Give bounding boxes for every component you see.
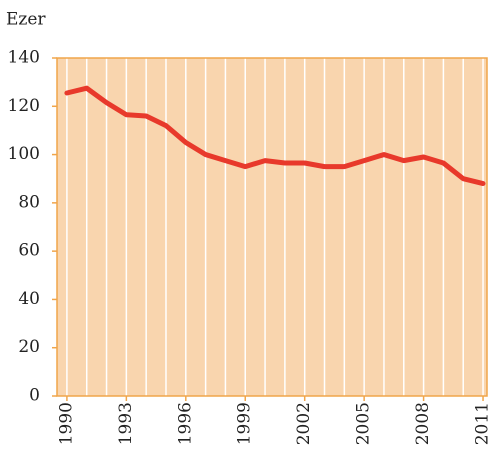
y-tick-label: 0: [29, 386, 40, 406]
x-tick-label: 1990: [56, 402, 76, 445]
data-line: [64, 85, 486, 187]
x-tick-label: 2005: [354, 402, 374, 445]
y-tick-label: 100: [8, 144, 40, 164]
x-tick-label: 1993: [116, 402, 136, 445]
y-tick-label: 80: [18, 192, 40, 212]
y-tick-label: 140: [8, 48, 40, 68]
y-tick-label: 20: [18, 337, 40, 357]
x-tick-label: 1999: [235, 402, 255, 445]
y-axis-label: Ezer: [6, 10, 46, 30]
x-tick-label: 2002: [294, 402, 314, 445]
plot-frame: [56, 57, 488, 397]
x-tick-label: 1996: [175, 402, 195, 445]
x-tick-label: 2008: [413, 402, 433, 445]
y-tick-label: 120: [8, 96, 40, 116]
y-tick-label: 60: [18, 241, 40, 261]
plot-background: [57, 58, 487, 396]
x-tick-label: 2011: [473, 402, 488, 445]
y-tick-label: 40: [18, 289, 40, 309]
